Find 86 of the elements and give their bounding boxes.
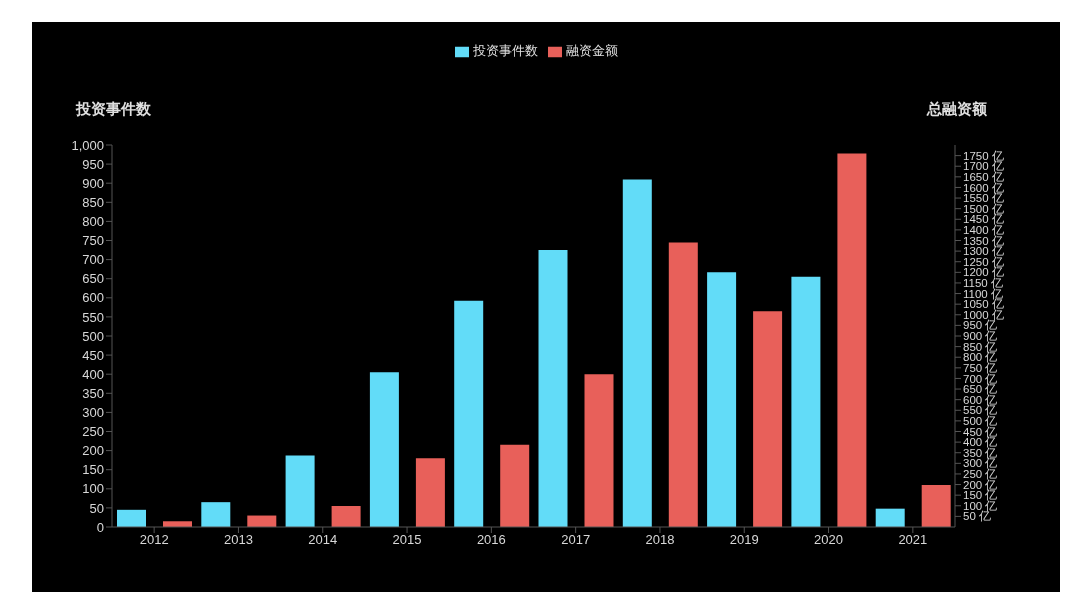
y-tick-label: 350 bbox=[82, 385, 104, 401]
bar bbox=[117, 509, 146, 527]
x-tick-label: 2020 bbox=[814, 532, 844, 548]
y2-tick-label: 1450 亿 bbox=[963, 213, 1004, 226]
y2-tick-label: 500 亿 bbox=[963, 414, 998, 427]
y-tick-label: 700 bbox=[82, 252, 104, 268]
y-tick-label: 750 bbox=[82, 233, 104, 249]
y2-tick-label: 650 亿 bbox=[963, 383, 998, 396]
y2-tick-label: 400 亿 bbox=[963, 436, 998, 449]
y-tick-label: 650 bbox=[82, 271, 104, 287]
y2-tick-label: 1050 亿 bbox=[963, 298, 1004, 311]
y-tick-label: 200 bbox=[82, 443, 104, 459]
y-tick-label: 550 bbox=[82, 309, 104, 325]
bar bbox=[875, 508, 905, 527]
bar bbox=[753, 311, 783, 527]
bar bbox=[454, 300, 484, 527]
y2-tick-label: 200 亿 bbox=[963, 478, 998, 491]
y2-tick-label: 1700 亿 bbox=[963, 160, 1004, 173]
y-tick-label: 400 bbox=[82, 366, 104, 382]
x-tick-label: 2012 bbox=[139, 532, 169, 548]
bar bbox=[668, 242, 698, 527]
bar bbox=[622, 179, 652, 527]
y-tick-label: 50 bbox=[89, 500, 104, 516]
y2-axis-title: 总融资额 bbox=[927, 100, 987, 119]
y2-tick-label: 700 亿 bbox=[963, 372, 998, 385]
bar bbox=[331, 505, 361, 527]
y2-tick-label: 350 亿 bbox=[963, 446, 998, 459]
bar bbox=[538, 250, 568, 527]
x-tick-label: 2015 bbox=[392, 532, 422, 548]
y-tick-label: 0 bbox=[96, 519, 104, 535]
bar bbox=[837, 153, 867, 527]
y-tick-label: 600 bbox=[82, 290, 104, 306]
x-tick-label: 2017 bbox=[561, 532, 591, 548]
y2-tick-label: 450 亿 bbox=[963, 425, 998, 438]
bar bbox=[369, 372, 399, 527]
y2-tick-label: 1100 亿 bbox=[963, 287, 1003, 300]
y2-tick-label: 550 亿 bbox=[963, 404, 998, 417]
y2-tick-label: 50 亿 bbox=[963, 510, 991, 523]
y2-tick-label: 1600 亿 bbox=[963, 181, 1004, 194]
y2-tick-label: 1750 亿 bbox=[963, 149, 1004, 162]
y2-tick-label: 950 亿 bbox=[963, 319, 998, 332]
bar bbox=[201, 502, 231, 527]
legend-label: 投资事件数 bbox=[472, 43, 538, 58]
y-tick-label: 300 bbox=[82, 405, 104, 421]
y-tick-label: 800 bbox=[82, 214, 104, 230]
y2-tick-label: 1300 亿 bbox=[963, 245, 1004, 258]
y2-tick-label: 800 亿 bbox=[963, 351, 998, 364]
y2-tick-label: 1350 亿 bbox=[963, 234, 1004, 247]
y2-tick-label: 150 亿 bbox=[963, 489, 998, 502]
y-tick-label: 100 bbox=[82, 481, 104, 497]
x-tick-label: 2018 bbox=[645, 532, 675, 548]
legend-label: 融资金额 bbox=[565, 43, 618, 58]
x-tick-label: 2021 bbox=[898, 532, 928, 548]
y-tick-label: 1,000 bbox=[71, 137, 104, 153]
bar bbox=[921, 484, 951, 527]
y2-tick-label: 300 亿 bbox=[963, 457, 998, 470]
y-tick-label: 950 bbox=[82, 156, 104, 172]
y2-tick-label: 750 亿 bbox=[963, 361, 998, 374]
y-tick-label: 450 bbox=[82, 347, 104, 363]
bar bbox=[707, 272, 737, 527]
x-tick-label: 2014 bbox=[308, 532, 338, 548]
bar bbox=[285, 455, 315, 527]
bar bbox=[500, 444, 530, 527]
y2-tick-label: 1650 亿 bbox=[963, 170, 1004, 183]
x-tick-label: 2019 bbox=[729, 532, 759, 548]
y2-tick-label: 1550 亿 bbox=[963, 192, 1004, 205]
y2-tick-label: 850 亿 bbox=[963, 340, 998, 353]
bar bbox=[415, 458, 445, 527]
x-tick-label: 2013 bbox=[223, 532, 253, 548]
bar bbox=[791, 276, 821, 527]
y-tick-label: 900 bbox=[82, 175, 104, 191]
y-tick-label: 250 bbox=[82, 424, 104, 440]
y2-tick-label: 1200 亿 bbox=[963, 266, 1004, 279]
x-tick-label: 2016 bbox=[476, 532, 506, 548]
y-axis-title: 投资事件数 bbox=[76, 100, 151, 119]
y2-tick-label: 1250 亿 bbox=[963, 255, 1004, 268]
y2-tick-label: 250 亿 bbox=[963, 468, 998, 481]
y2-tick-label: 1500 亿 bbox=[963, 202, 1004, 215]
y2-tick-label: 1150 亿 bbox=[963, 277, 1003, 290]
y2-tick-label: 600 亿 bbox=[963, 393, 998, 406]
bar bbox=[584, 374, 614, 527]
y2-tick-label: 900 亿 bbox=[963, 330, 998, 343]
y-tick-label: 150 bbox=[82, 462, 104, 478]
y-tick-label: 850 bbox=[82, 194, 104, 210]
y2-tick-label: 1400 亿 bbox=[963, 223, 1004, 236]
y-tick-label: 500 bbox=[82, 328, 104, 344]
